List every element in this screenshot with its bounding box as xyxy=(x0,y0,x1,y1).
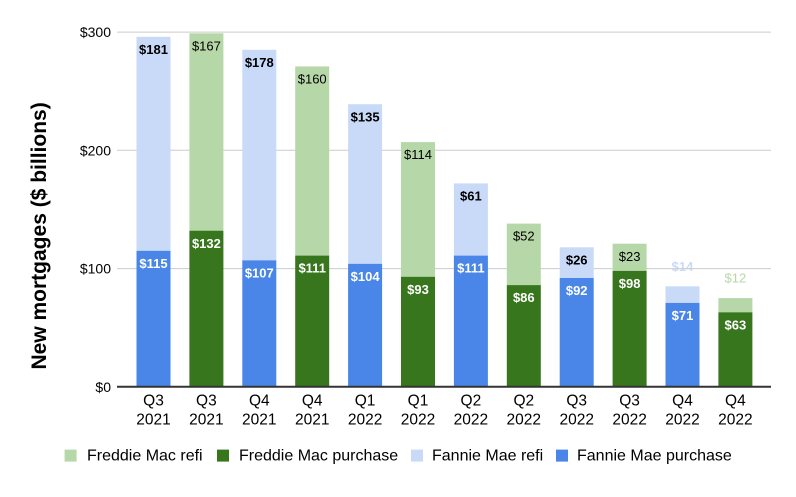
svg-text:Q3: Q3 xyxy=(566,393,587,410)
svg-text:New mortgages ($ billions): New mortgages ($ billions) xyxy=(28,102,51,369)
svg-text:$26: $26 xyxy=(566,252,588,267)
svg-text:$111: $111 xyxy=(457,261,485,276)
svg-text:$132: $132 xyxy=(192,236,221,251)
svg-text:$181: $181 xyxy=(139,42,168,57)
svg-text:$71: $71 xyxy=(672,308,694,323)
svg-text:$104: $104 xyxy=(351,269,381,284)
svg-text:Fannie Mae purchase: Fannie Mae purchase xyxy=(577,448,732,465)
svg-text:Q2: Q2 xyxy=(461,393,482,410)
svg-text:$115: $115 xyxy=(139,256,167,271)
svg-text:$12: $12 xyxy=(725,271,747,286)
svg-text:$160: $160 xyxy=(298,72,327,87)
svg-text:2021: 2021 xyxy=(295,411,329,428)
svg-text:2021: 2021 xyxy=(242,411,276,428)
svg-text:$107: $107 xyxy=(245,265,274,280)
svg-text:Q2: Q2 xyxy=(513,393,534,410)
svg-text:$63: $63 xyxy=(725,317,747,332)
svg-text:$14: $14 xyxy=(672,259,694,274)
svg-text:Q1: Q1 xyxy=(355,393,376,410)
svg-text:$23: $23 xyxy=(619,249,641,264)
svg-text:$98: $98 xyxy=(619,276,641,291)
svg-text:2022: 2022 xyxy=(665,411,699,428)
svg-text:Q3: Q3 xyxy=(143,393,164,410)
svg-text:Q4: Q4 xyxy=(725,393,746,410)
svg-text:$300: $300 xyxy=(80,24,111,40)
svg-text:$178: $178 xyxy=(245,55,274,70)
svg-text:Q1: Q1 xyxy=(408,393,429,410)
svg-text:$111: $111 xyxy=(298,261,326,276)
svg-text:$167: $167 xyxy=(192,38,221,53)
svg-text:Q3: Q3 xyxy=(196,393,217,410)
svg-text:$100: $100 xyxy=(80,261,111,277)
svg-text:$114: $114 xyxy=(404,147,432,162)
svg-text:Freddie Mac refi: Freddie Mac refi xyxy=(87,448,203,465)
svg-text:Freddie Mac purchase: Freddie Mac purchase xyxy=(239,448,398,465)
svg-text:$0: $0 xyxy=(95,379,111,395)
svg-text:2022: 2022 xyxy=(507,411,541,428)
svg-text:Q4: Q4 xyxy=(249,393,270,410)
svg-text:$200: $200 xyxy=(80,142,111,158)
svg-text:2022: 2022 xyxy=(348,411,382,428)
svg-text:Q3: Q3 xyxy=(619,393,640,410)
svg-text:$86: $86 xyxy=(513,290,535,305)
svg-text:Q4: Q4 xyxy=(302,393,323,410)
svg-text:$135: $135 xyxy=(351,109,380,124)
svg-text:2021: 2021 xyxy=(136,411,170,428)
svg-text:2021: 2021 xyxy=(189,411,223,428)
svg-text:$93: $93 xyxy=(407,282,429,297)
svg-text:Q4: Q4 xyxy=(672,393,693,410)
svg-text:2022: 2022 xyxy=(454,411,488,428)
svg-text:2022: 2022 xyxy=(718,411,752,428)
svg-text:2022: 2022 xyxy=(612,411,646,428)
svg-text:$52: $52 xyxy=(513,229,535,244)
svg-text:Fannie Mae refi: Fannie Mae refi xyxy=(432,448,543,465)
svg-text:2022: 2022 xyxy=(559,411,593,428)
svg-text:2022: 2022 xyxy=(401,411,435,428)
svg-text:$92: $92 xyxy=(566,283,588,298)
svg-text:$61: $61 xyxy=(460,189,482,204)
